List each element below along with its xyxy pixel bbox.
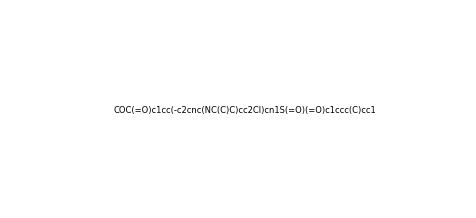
Text: COC(=O)c1cc(-c2cnc(NC(C)C)cc2Cl)cn1S(=O)(=O)c1ccc(C)cc1: COC(=O)c1cc(-c2cnc(NC(C)C)cc2Cl)cn1S(=O)… (113, 106, 375, 115)
